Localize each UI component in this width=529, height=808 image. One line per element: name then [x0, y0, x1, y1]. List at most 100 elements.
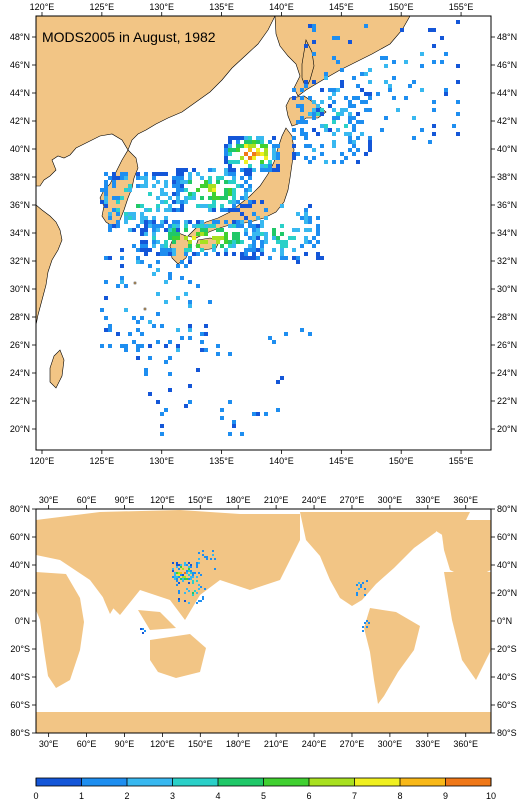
observation-cell: [176, 296, 180, 300]
observation-cell: [232, 232, 236, 236]
observation-cell: [120, 196, 124, 200]
observation-cell: [332, 108, 336, 112]
observation-cell: [164, 216, 168, 220]
observation-cell: [348, 148, 352, 152]
observation-cell: [176, 578, 178, 580]
observation-cell: [244, 180, 248, 184]
observation-cell: [356, 120, 360, 124]
observation-cell: [140, 176, 144, 180]
observation-cell: [204, 240, 208, 244]
lon-tick-label-top: 240°E: [302, 495, 327, 505]
observation-cell: [198, 584, 200, 586]
observation-cell: [384, 64, 388, 68]
observation-cell: [392, 96, 396, 100]
observation-cell: [316, 232, 320, 236]
observation-cell: [188, 574, 190, 576]
observation-cell: [124, 176, 128, 180]
observation-cell: [248, 140, 252, 144]
top-map-observation-cells: [100, 20, 460, 436]
observation-cell: [178, 582, 180, 584]
observation-cell: [148, 220, 152, 224]
observation-cell: [420, 64, 424, 68]
observation-cell: [188, 304, 192, 308]
observation-cell: [164, 180, 168, 184]
observation-cell: [144, 180, 148, 184]
observation-cell: [192, 224, 196, 228]
observation-cell: [192, 594, 194, 596]
observation-cell: [236, 240, 240, 244]
observation-cell: [320, 112, 324, 116]
observation-cell: [272, 232, 276, 236]
observation-cell: [336, 128, 340, 132]
observation-cell: [240, 136, 244, 140]
observation-cell: [128, 228, 132, 232]
lon-tick-label-bottom: 360°E: [453, 739, 478, 749]
observation-cell: [224, 188, 228, 192]
observation-cell: [248, 136, 252, 140]
observation-cell: [108, 324, 112, 328]
observation-cell: [316, 108, 320, 112]
observation-cell: [248, 168, 252, 172]
observation-cell: [256, 148, 260, 152]
observation-cell: [144, 240, 148, 244]
observation-cell: [320, 100, 324, 104]
observation-cell: [312, 112, 316, 116]
observation-cell: [214, 558, 216, 560]
observation-cell: [124, 348, 128, 352]
observation-cell: [364, 594, 366, 596]
observation-cell: [300, 132, 304, 136]
observation-cell: [356, 148, 360, 152]
observation-cell: [160, 220, 164, 224]
observation-cell: [164, 220, 168, 224]
observation-cell: [204, 588, 206, 590]
lon-tick-label-bottom: 240°E: [302, 739, 327, 749]
lat-tick-label-left: 34°N: [10, 228, 30, 238]
observation-cell: [112, 224, 116, 228]
observation-cell: [144, 216, 148, 220]
observation-cell: [260, 136, 264, 140]
observation-cell: [182, 574, 184, 576]
observation-cell: [176, 196, 180, 200]
observation-cell: [104, 188, 108, 192]
observation-cell: [280, 204, 284, 208]
observation-cell: [240, 212, 244, 216]
observation-cell: [244, 160, 248, 164]
observation-cell: [132, 216, 136, 220]
lon-tick-label-bottom: 330°E: [415, 739, 440, 749]
observation-cell: [432, 124, 436, 128]
observation-cell: [128, 184, 132, 188]
observation-cell: [132, 340, 136, 344]
colorbar: 0 1 2 3 4 5 6 7 8 9 10: [33, 777, 496, 801]
observation-cell: [202, 554, 204, 556]
observation-cell: [224, 208, 228, 212]
observation-cell: [164, 280, 168, 284]
observation-cell: [412, 80, 416, 84]
lon-tick-label-top: 300°E: [378, 495, 403, 505]
observation-cell: [248, 176, 252, 180]
colorbar-label: 2: [124, 791, 129, 801]
observation-cell: [100, 188, 104, 192]
observation-cell: [368, 96, 372, 100]
observation-cell: [356, 592, 358, 594]
observation-cell: [180, 260, 184, 264]
observation-cell: [264, 156, 268, 160]
observation-cell: [208, 224, 212, 228]
bottom-map-ticks: 30°E 30°E 60°E 60°E 90°E 90°E 120°E 120°E 150°E 1…: [10, 495, 517, 749]
observation-cell: [216, 228, 220, 232]
observation-cell: [212, 248, 216, 252]
lon-tick-label-top: 155°E: [449, 2, 474, 12]
observation-cell: [252, 168, 256, 172]
observation-cell: [192, 168, 196, 172]
observation-cell: [264, 216, 268, 220]
observation-cell: [216, 196, 220, 200]
observation-cell: [264, 412, 268, 416]
observation-cell: [292, 96, 296, 100]
observation-cell: [304, 120, 308, 124]
observation-cell: [176, 232, 180, 236]
lat-tick-label-right: 26°N: [497, 340, 517, 350]
observation-cell: [182, 580, 184, 582]
observation-cell: [272, 136, 276, 140]
observation-cell: [336, 36, 340, 40]
observation-cell: [168, 232, 172, 236]
observation-cell: [304, 212, 308, 216]
